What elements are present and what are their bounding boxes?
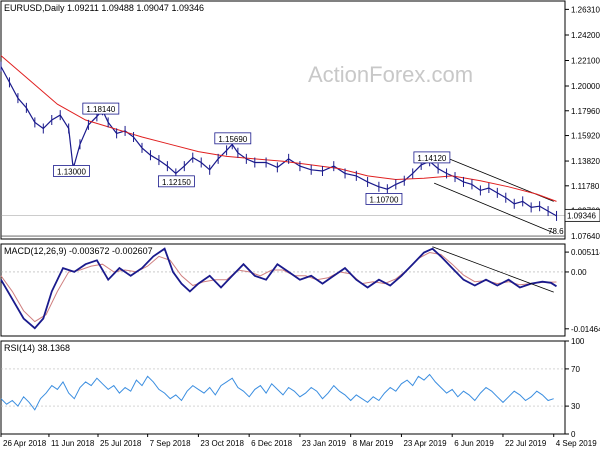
macd-trendline: [432, 246, 554, 293]
rsi-frame: [0, 340, 566, 435]
price-ytick-label: 1.11780: [571, 182, 600, 191]
x-tick-label: 22 Jul 2019: [505, 439, 547, 448]
rsi-panel: 100 70 30 0 RSI(14) 38.1368: [0, 337, 585, 439]
price-ytick-label: 1.15920: [571, 132, 600, 141]
price-annotation: 1.12150: [158, 175, 195, 188]
price-annotation: 1.10700: [365, 193, 403, 205]
x-tick-label: 23 Oct 2018: [200, 439, 244, 448]
x-tick-label: 23 Jan 2019: [302, 439, 347, 448]
price-annotation: 1.18140: [82, 102, 120, 115]
channel-lower: [433, 182, 554, 234]
annotation-box: [214, 132, 252, 145]
x-tick-label: 6 Dec 2018: [251, 439, 292, 448]
x-tick-label: 23 Apr 2019: [403, 439, 447, 448]
x-tick-label: 4 Sep 2019: [556, 439, 597, 448]
x-tick-label: 11 Jun 2018: [51, 439, 95, 448]
price-annotation: 1.15690: [214, 132, 252, 145]
macd-signal-line: [0, 251, 557, 323]
x-tick-label: 25 Jul 2018: [100, 439, 142, 448]
price-header: EURUSD,Daily 1.09211 1.09488 1.09047 1.0…: [4, 3, 204, 13]
x-tick-label: 6 Jun 2019: [454, 439, 494, 448]
annotation-box: [53, 165, 90, 177]
annotation-label: 1.18140: [86, 105, 115, 114]
macd-ytick-label: 0.00: [571, 268, 587, 277]
macd-ytick-label: -0.014647: [571, 325, 600, 334]
x-tick-label: 8 Mar 2019: [353, 439, 394, 448]
macd-panel: 0.005114 0.00 -0.014647 MACD(12,26,9) -0.00…: [0, 243, 600, 337]
current-price-label: 1.09346: [567, 211, 596, 220]
annotation-box: [365, 193, 403, 205]
price-ytick-label: 1.26310: [571, 5, 600, 14]
annotation-label: 1.14120: [417, 154, 446, 163]
level-label: 78.6: [548, 227, 564, 236]
annotation-label: 1.15690: [218, 135, 247, 144]
rsi-ytick-label: 100: [571, 337, 585, 346]
annotation-label: 1.13000: [57, 168, 86, 177]
price-annotation: 1.14120: [413, 151, 451, 164]
current-price-tag: 1.09346: [564, 208, 600, 222]
macd-line: [0, 247, 557, 330]
annotation-label: 1.10700: [369, 195, 398, 204]
price-ytick-label: 1.20000: [571, 82, 600, 91]
rsi-line: [0, 373, 554, 411]
price-ytick-label: 1.13820: [571, 157, 600, 166]
annotation-box: [158, 175, 195, 188]
x-axis: 26 Apr 2018 11 Jun 2018 25 Jul 2018 7 Sep 2…: [0, 434, 597, 448]
rsi-ytick-label: 70: [571, 365, 580, 374]
macd-frame: [0, 243, 566, 337]
price-ytick-label: 1.22100: [571, 57, 600, 66]
price-ytick-label: 1.24200: [571, 31, 600, 40]
rsi-ytick-label: 0: [571, 430, 576, 439]
price-panel: 1.26310 1.24200 1.22100 1.20000 1.17960 1.159…: [0, 0, 600, 241]
macd-title: MACD(12,26,9) -0.003672 -0.002607: [4, 246, 153, 256]
price-frame: [0, 0, 566, 240]
price-ma-line: [0, 55, 557, 202]
macd-ytick-label: 0.005114: [571, 248, 600, 257]
price-ytick-label: 1.17960: [571, 107, 600, 116]
watermark: ActionForex.com: [308, 62, 473, 87]
price-annotation: 1.13000: [53, 165, 90, 177]
level-value-label: 1.07640: [571, 232, 600, 241]
annotation-label: 1.12150: [162, 178, 191, 187]
current-price-box: [564, 208, 600, 222]
annotation-box: [413, 151, 451, 164]
rsi-title: RSI(14) 38.1368: [4, 343, 70, 353]
x-tick-label: 7 Sep 2018: [150, 439, 191, 448]
rsi-ytick-label: 30: [571, 402, 580, 411]
annotation-box: [82, 102, 120, 115]
x-tick-label: 26 Apr 2018: [3, 439, 47, 448]
